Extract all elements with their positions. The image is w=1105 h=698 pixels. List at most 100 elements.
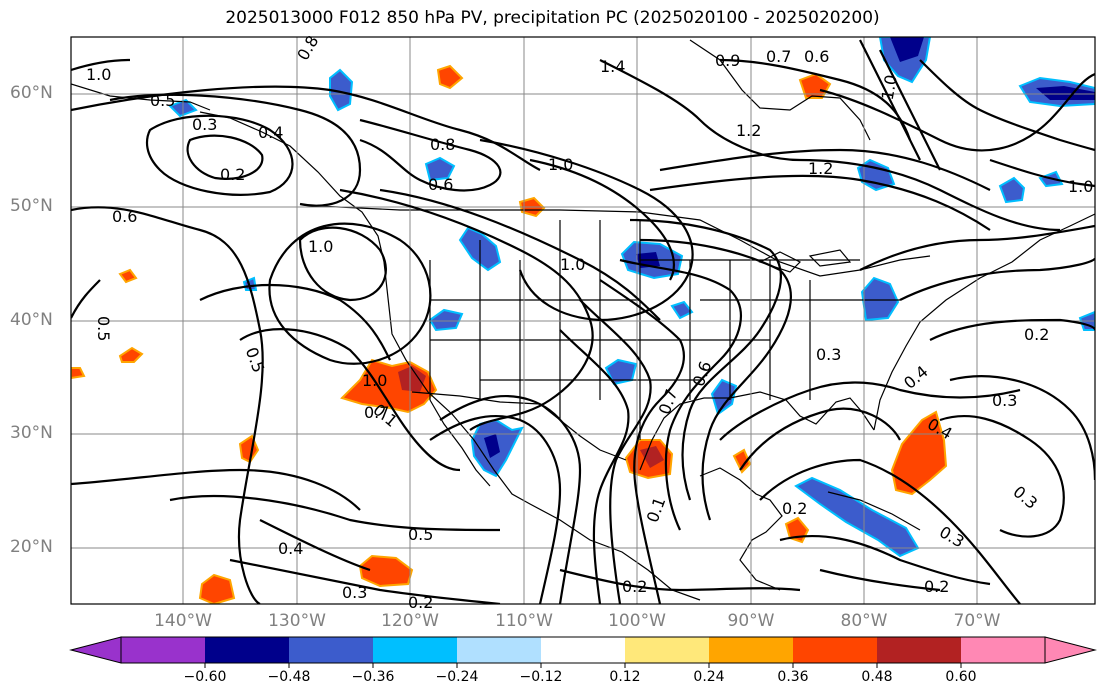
- contour-label: 0.3: [342, 583, 367, 602]
- contour-label: 0.5: [94, 316, 113, 341]
- contour-label: 0.9: [715, 51, 740, 70]
- coastline-baja: [429, 399, 491, 487]
- pv-contour: [759, 458, 1021, 604]
- border-us-mexico: [411, 391, 627, 461]
- lat-label-40n: 40°N: [10, 310, 53, 330]
- lon-label-140w: 140°W: [154, 611, 212, 631]
- state-borders: [429, 220, 900, 440]
- precip-area-positive: [198, 573, 236, 604]
- pv-contour: [579, 299, 652, 604]
- colorbar-segment: [541, 637, 625, 663]
- colorbar-extend-low: [69, 636, 122, 664]
- contour-label: 1.0: [548, 155, 573, 174]
- pv-contour: [239, 328, 461, 472]
- pv-contour: [268, 222, 432, 365]
- colorbar-extend-high: [1044, 636, 1097, 664]
- precip-area-positive: [118, 268, 138, 284]
- coastline-yucatan: [699, 467, 783, 591]
- colorbar-tick-label: 0.48: [861, 669, 893, 685]
- contour-label: 1.0: [362, 371, 387, 390]
- pv-contour: [859, 224, 1095, 271]
- contour-label: 1.0: [560, 255, 585, 274]
- colorbar-tick-label: 0.24: [693, 669, 725, 685]
- pv-contour: [659, 148, 991, 191]
- contour-label: 1.0: [308, 237, 333, 256]
- contour-label: 0.2: [408, 593, 433, 612]
- pv-contours: [71, 39, 1095, 604]
- precip-area-positive: [118, 346, 144, 363]
- pv-contour: [479, 138, 694, 322]
- contour-label: 0.5: [242, 345, 269, 375]
- map-title: 2025013000 F012 850 hPa PV, precipitatio…: [225, 8, 880, 28]
- pv-contour: [989, 158, 1095, 188]
- contour-label: 0.5: [150, 91, 175, 110]
- pv-contour: [949, 375, 1095, 481]
- pv-contour: [339, 188, 594, 431]
- pv-contour: [779, 534, 991, 586]
- precip-area-negative: [998, 176, 1026, 204]
- contour-label: 0.4: [278, 539, 303, 558]
- lat-label-30n: 30°N: [10, 423, 53, 443]
- lat-label-50n: 50°N: [10, 196, 53, 216]
- colorbar-frame: [120, 636, 1046, 664]
- colorbar-tick-label: −0.36: [351, 669, 395, 685]
- contour-label: 0.3: [936, 522, 968, 551]
- pv-contour: [379, 188, 661, 321]
- coastline-hudson: [689, 39, 871, 141]
- pv-contour: [639, 238, 792, 521]
- contour-label: 0.3: [992, 391, 1017, 410]
- colorbar: [69, 636, 1097, 668]
- pv-contour: [899, 257, 1095, 301]
- pv-contour: [649, 174, 991, 231]
- pv-contour: [559, 329, 630, 604]
- precip-area-positive: [732, 448, 752, 474]
- precip-area-negative: [856, 158, 896, 192]
- contour-label: 0.2: [924, 577, 949, 596]
- pv-contour: [439, 395, 582, 604]
- contour-label: 0.4: [900, 362, 932, 393]
- contour-label: 0.7: [766, 47, 791, 66]
- colorbar-tick-label: −0.24: [435, 669, 479, 685]
- pv-contour: [929, 318, 1095, 341]
- pv-contour: [559, 568, 801, 592]
- precip-area-negative: [1036, 86, 1095, 100]
- pv-contour: [359, 118, 502, 192]
- contour-label: 0.7: [364, 403, 389, 422]
- contour-label: 0.2: [622, 577, 647, 596]
- contour-label: 0.6: [112, 207, 137, 226]
- colorbar-segment: [625, 637, 709, 663]
- coastline-gulf: [639, 391, 875, 471]
- pv-contour: [939, 415, 1065, 538]
- pv-contour: [259, 519, 371, 572]
- contour-label: 0.5: [408, 525, 433, 544]
- coastline-alaska: [71, 83, 211, 111]
- pv-contour: [629, 218, 782, 501]
- pv-contour: [599, 59, 1061, 232]
- contour-label: 0.3: [1009, 482, 1041, 513]
- colorbar-segment: [457, 637, 541, 663]
- pv-contour: [739, 407, 901, 471]
- contour-label: 0.2: [1024, 325, 1049, 344]
- colorbar-segment: [793, 637, 877, 663]
- lon-label-130w: 130°W: [268, 611, 326, 631]
- pv-contour: [298, 226, 387, 302]
- colorbar-tick-label: −0.48: [267, 669, 311, 685]
- pv-contour: [71, 58, 131, 72]
- pv-contour: [819, 72, 1095, 152]
- coastline-east: [873, 213, 1095, 431]
- colorbar-tick-label: 0.60: [945, 669, 977, 685]
- lon-label-70w: 70°W: [953, 611, 1001, 631]
- precip-area-negative: [670, 300, 694, 320]
- contour-label: 1.4: [600, 57, 625, 76]
- coastlines-borders: [71, 39, 1095, 601]
- contour-label: 0.8: [430, 135, 455, 154]
- colorbar-segment: [121, 637, 205, 663]
- lon-label-110w: 110°W: [495, 611, 553, 631]
- colorbar-segment: [709, 637, 793, 663]
- colorbar-segment: [961, 637, 1045, 663]
- gridlines: [71, 37, 1095, 604]
- precip-area-negative: [484, 434, 500, 458]
- precip-area-positive: [71, 367, 86, 380]
- contour-label: 0.6: [689, 359, 716, 389]
